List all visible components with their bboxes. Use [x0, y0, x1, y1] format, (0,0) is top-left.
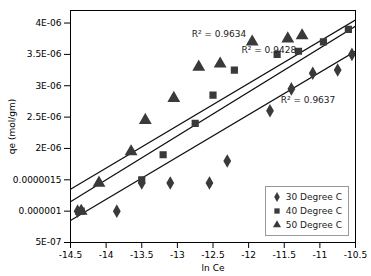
- svg-text:3.5E-06: 3.5E-06: [27, 49, 62, 59]
- html-text:40 Degree C: 40 Degree C: [285, 206, 342, 216]
- svg-text:-14: -14: [99, 250, 114, 260]
- svg-text:0.000001: 0.000001: [19, 206, 62, 216]
- svg-text:0.0000015: 0.0000015: [13, 175, 62, 185]
- svg-text:2E-06: 2E-06: [35, 143, 61, 153]
- svg-text:2.5E-06: 2.5E-06: [27, 112, 62, 122]
- html-text:50 Degree C: 50 Degree C: [285, 220, 342, 230]
- svg-text:R² = 0.9634: R² = 0.9634: [192, 29, 247, 39]
- svg-text:3E-06: 3E-06: [35, 81, 61, 91]
- svg-text:-12.5: -12.5: [201, 250, 224, 260]
- svg-text:5E-07: 5E-07: [35, 237, 61, 247]
- svg-text:4E-06: 4E-06: [35, 18, 61, 28]
- svg-text:-14.5: -14.5: [59, 250, 82, 260]
- svg-text:-11.5: -11.5: [273, 250, 296, 260]
- svg-text:-10.5: -10.5: [344, 250, 367, 260]
- svg-text:-12: -12: [241, 250, 256, 260]
- svg-text:R² = 0.9428: R² = 0.9428: [242, 45, 297, 55]
- svg-text:R² = 0.9637: R² = 0.9637: [281, 95, 336, 105]
- svg-text:-13: -13: [170, 250, 185, 260]
- svg-text:-11: -11: [313, 250, 328, 260]
- svg-text:qe (mol/gm): qe (mol/gm): [7, 99, 17, 154]
- html-text:30 Degree C: 30 Degree C: [285, 192, 342, 202]
- svg-text:ln Ce: ln Ce: [202, 263, 225, 273]
- svg-text:-13.5: -13.5: [130, 250, 153, 260]
